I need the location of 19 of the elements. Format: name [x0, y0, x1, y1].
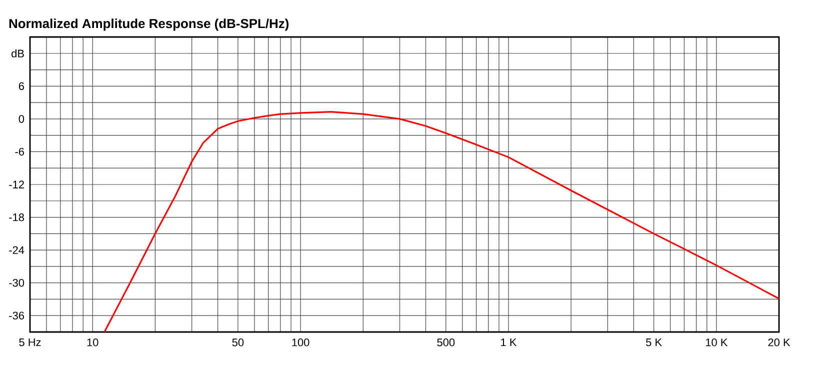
x-tick-label: 50 — [232, 338, 244, 346]
x-tick-label: 20 K — [768, 338, 790, 346]
y-tick-label: -6 — [15, 148, 24, 156]
x-tick-label: 5 Hz — [19, 338, 41, 346]
y-tick-label: -24 — [9, 246, 24, 254]
x-tick-label: 10 — [87, 338, 98, 346]
y-tick-label: 6 — [18, 82, 24, 90]
y-tick-label: -36 — [9, 312, 24, 320]
x-tick-label: 500 — [437, 338, 455, 346]
y-tick-label: dB — [12, 49, 24, 58]
chart-title: Normalized Amplitude Response (dB-SPL/Hz) — [9, 18, 289, 31]
x-tick-label: 5 K — [646, 338, 662, 346]
y-tick-label: -30 — [9, 278, 24, 287]
x-tick-label: 10 K — [706, 338, 728, 346]
y-tick-label: -18 — [9, 213, 24, 222]
y-tick-label: 0 — [18, 115, 24, 123]
x-tick-label: 1 K — [501, 338, 517, 346]
y-tick-label: -12 — [9, 180, 24, 188]
x-tick-label: 100 — [292, 338, 310, 346]
